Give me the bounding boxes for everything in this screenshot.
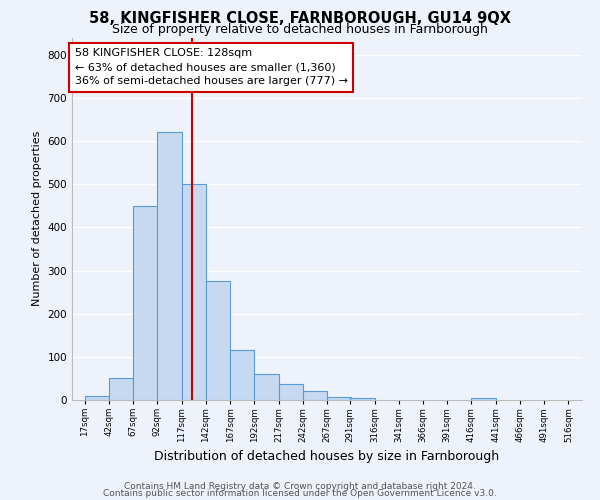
- Y-axis label: Number of detached properties: Number of detached properties: [32, 131, 42, 306]
- Bar: [109, 378, 133, 400]
- Bar: [85, 396, 109, 400]
- Bar: [206, 282, 230, 400]
- X-axis label: Distribution of detached houses by size in Farnborough: Distribution of detached houses by size …: [154, 450, 500, 463]
- Text: Contains HM Land Registry data © Crown copyright and database right 2024.: Contains HM Land Registry data © Crown c…: [124, 482, 476, 491]
- Bar: [303, 390, 327, 400]
- Bar: [327, 396, 351, 400]
- Text: Contains public sector information licensed under the Open Government Licence v3: Contains public sector information licen…: [103, 489, 497, 498]
- Bar: [230, 350, 254, 400]
- Bar: [133, 206, 157, 400]
- Text: Size of property relative to detached houses in Farnborough: Size of property relative to detached ho…: [112, 22, 488, 36]
- Bar: [254, 374, 278, 400]
- Bar: [182, 184, 206, 400]
- Text: 58 KINGFISHER CLOSE: 128sqm
← 63% of detached houses are smaller (1,360)
36% of : 58 KINGFISHER CLOSE: 128sqm ← 63% of det…: [74, 48, 347, 86]
- Bar: [350, 398, 374, 400]
- Bar: [472, 398, 496, 400]
- Text: 58, KINGFISHER CLOSE, FARNBOROUGH, GU14 9QX: 58, KINGFISHER CLOSE, FARNBOROUGH, GU14 …: [89, 11, 511, 26]
- Bar: [157, 132, 182, 400]
- Bar: [278, 384, 303, 400]
